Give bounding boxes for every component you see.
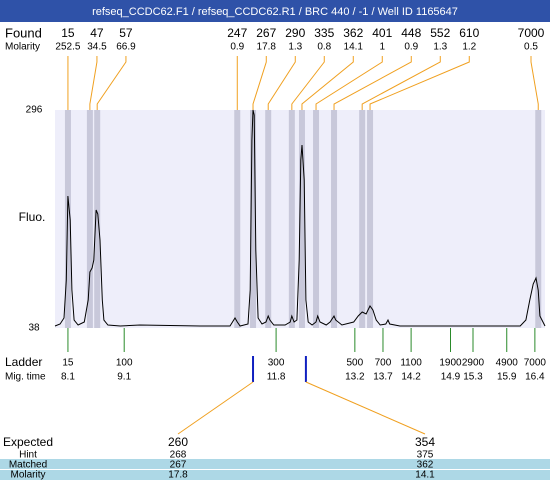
ladder-time: 9.1 [117, 372, 131, 383]
ladder-size: 7000 [524, 358, 547, 369]
peak-connector [333, 56, 412, 110]
peak-band [234, 110, 241, 328]
ladder-size: 500 [347, 358, 364, 369]
peak-connector [530, 56, 539, 110]
peak-band [367, 110, 374, 328]
peak-connector [267, 56, 296, 110]
peak-band [265, 110, 272, 328]
peak-connector [89, 56, 98, 110]
peak-band [288, 110, 295, 328]
peak-band [313, 110, 320, 328]
ladder-time: 14.2 [401, 372, 421, 383]
peak-connector [315, 56, 383, 110]
expected-connector [177, 381, 254, 435]
found-size: 47 [90, 26, 104, 40]
ladder-label: Ladder [5, 355, 42, 369]
peak-connector [361, 56, 441, 110]
ladder-time: 16.4 [525, 372, 545, 383]
ladder-size: 15 [62, 358, 74, 369]
trace-line [54, 109, 546, 327]
ladder-size: 100 [116, 358, 133, 369]
ladder-time: 11.8 [267, 372, 286, 383]
found-molarity: 1.3 [433, 42, 447, 53]
found-size: 362 [343, 26, 363, 40]
mig-time-label: Mig. time [5, 372, 46, 383]
y-tick-label: 296 [26, 105, 43, 116]
peak-connector [369, 56, 470, 110]
ladder-time: 14.9 [441, 372, 461, 383]
ladder-time: 8.1 [61, 372, 75, 383]
peak-connector [96, 56, 127, 110]
peak-band [94, 110, 101, 328]
found-molarity: 66.9 [116, 42, 136, 53]
expected-size: 260 [168, 435, 188, 449]
ladder-size: 4900 [496, 358, 519, 369]
found-molarity-label: Molarity [5, 42, 40, 53]
found-size: 267 [256, 26, 276, 40]
found-molarity: 17.8 [257, 42, 277, 53]
found-size: 15 [61, 26, 75, 40]
found-molarity: 0.8 [317, 42, 331, 53]
peak-band [86, 110, 93, 328]
hint-label: Hint [19, 450, 37, 461]
peak-connector [301, 56, 354, 110]
molarity-value: 14.1 [415, 470, 435, 480]
ladder-size: 2900 [462, 358, 485, 369]
found-size: 401 [372, 26, 392, 40]
ladder-size: 300 [268, 358, 285, 369]
ladder-time: 13.2 [345, 372, 365, 383]
ladder-time: 15.3 [463, 372, 483, 383]
hint-value: 268 [170, 450, 187, 461]
peak-band [250, 110, 257, 328]
y-axis-label: Fluo. [19, 210, 46, 224]
found-molarity: 14.1 [344, 42, 364, 53]
matched-row-bg [0, 459, 550, 469]
peak-band [359, 110, 366, 328]
found-molarity: 252.5 [55, 42, 80, 53]
found-size: 335 [314, 26, 334, 40]
expected-size: 354 [415, 435, 435, 449]
found-size: 247 [227, 26, 247, 40]
title-bar [0, 0, 550, 22]
matched-label: Matched [9, 460, 47, 471]
ladder-size: 1900 [439, 358, 462, 369]
expected-label: Expected [3, 435, 53, 449]
matched-value: 362 [417, 460, 434, 471]
ladder-size: 1100 [400, 358, 422, 369]
found-label: Found [5, 25, 42, 40]
found-molarity: 1.3 [288, 42, 302, 53]
matched-value: 267 [170, 460, 187, 471]
found-molarity: 0.5 [524, 42, 538, 53]
peak-connector [291, 56, 325, 110]
ladder-time: 15.9 [497, 372, 517, 383]
found-size: 610 [459, 26, 479, 40]
peak-band [298, 110, 305, 328]
found-molarity: 1 [379, 42, 385, 53]
molarity-value: 17.8 [168, 470, 188, 480]
y-tick-label: 38 [28, 323, 40, 334]
found-molarity: 1.2 [462, 42, 476, 53]
found-size: 552 [430, 26, 450, 40]
found-size: 7000 [518, 26, 545, 40]
found-size: 57 [119, 26, 133, 40]
found-molarity: 0.9 [404, 42, 418, 53]
peak-connector [252, 56, 267, 110]
ladder-size: 700 [375, 358, 392, 369]
ladder-time: 13.7 [373, 372, 393, 383]
peak-band [535, 110, 542, 328]
expected-connector [305, 381, 426, 435]
found-molarity: 0.9 [230, 42, 244, 53]
molarity-row-bg [0, 470, 550, 480]
found-size: 290 [285, 26, 305, 40]
molarity-label: Molarity [10, 470, 45, 480]
title: refseq_CCDC62.F1 / refseq_CCDC62.R1 / BR… [92, 6, 458, 18]
hint-value: 375 [417, 450, 434, 461]
found-molarity: 34.5 [87, 42, 107, 53]
found-size: 448 [401, 26, 421, 40]
peak-band [331, 110, 338, 328]
